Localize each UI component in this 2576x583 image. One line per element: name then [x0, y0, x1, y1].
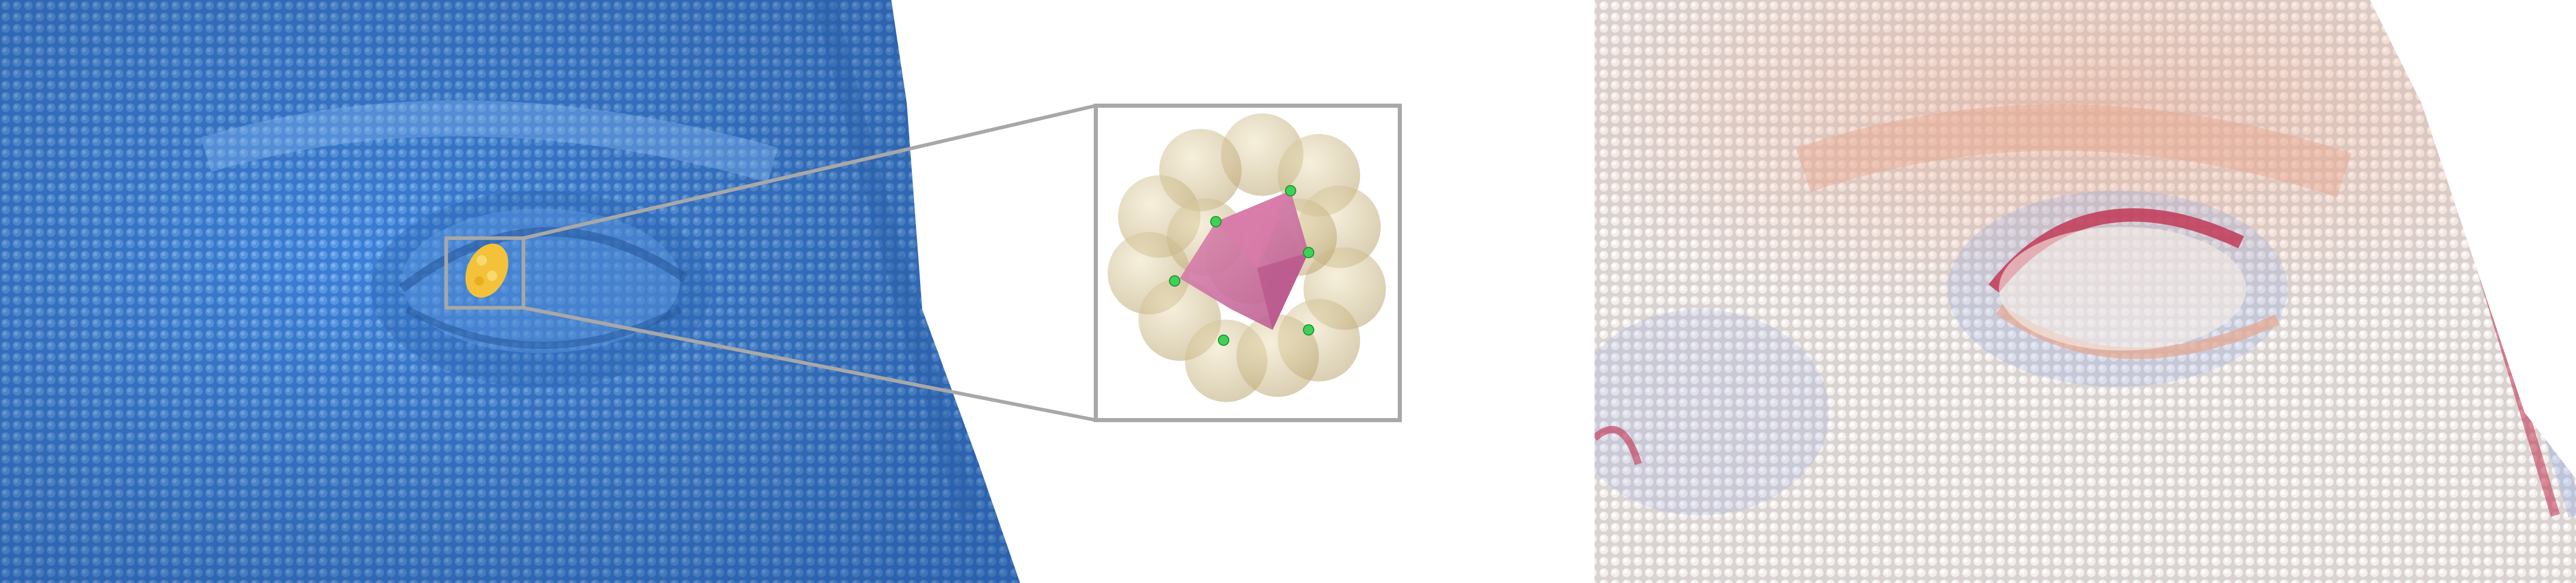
triangle-fan: [1180, 191, 1309, 330]
neighborhood-spheres: [1108, 113, 1386, 402]
right-panel-curvature: [1595, 0, 2576, 583]
left-panel-point-cloud: [0, 0, 1020, 583]
zoom-connector-lines: [523, 104, 1096, 422]
vertex-markers: [1169, 185, 1314, 346]
inset-panel: [1094, 104, 1402, 422]
selection-box: [444, 236, 526, 310]
highlight-patch: [465, 243, 509, 298]
